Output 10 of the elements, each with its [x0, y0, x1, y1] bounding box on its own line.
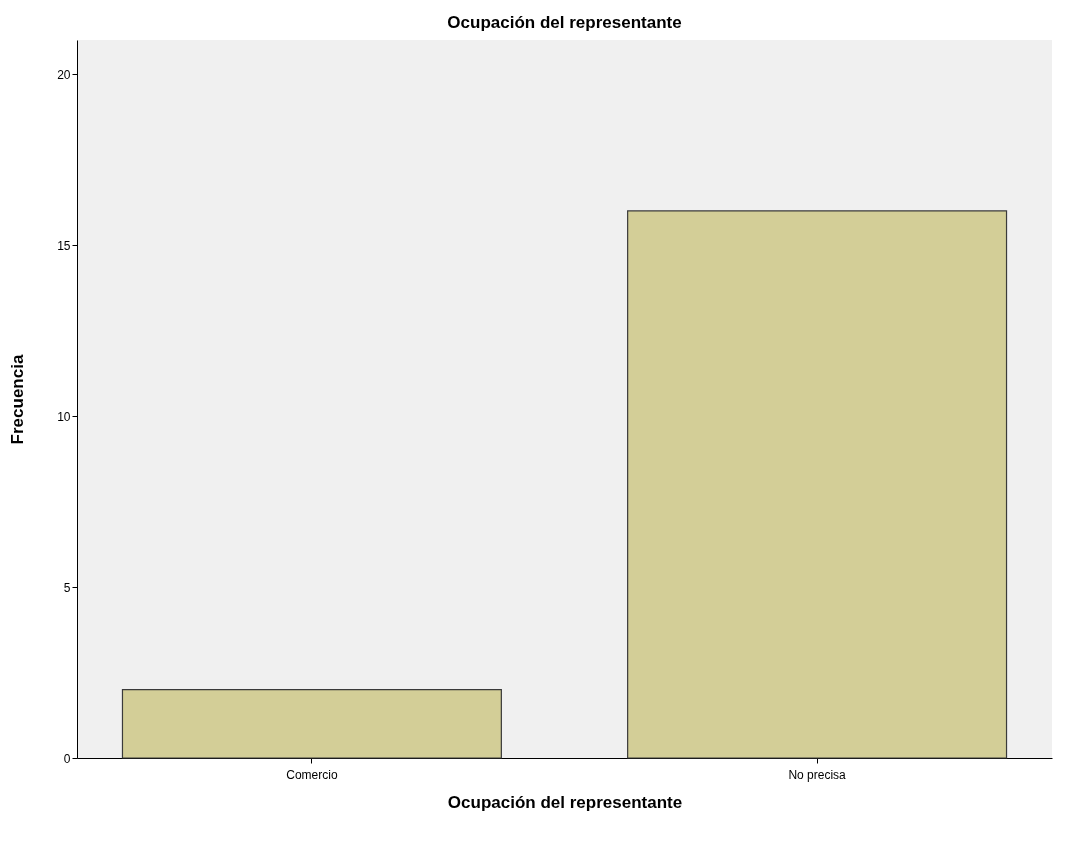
x-tick-label: No precisa [788, 767, 847, 782]
y-tick-label: 20 [57, 67, 71, 82]
y-tick-label: 0 [63, 751, 71, 766]
y-tick-label: 15 [57, 238, 71, 253]
x-axis-title: Ocupación del representante [447, 792, 683, 812]
y-tick-label: 10 [57, 409, 71, 424]
x-tick-label: Comercio [286, 767, 338, 782]
chart-title: Ocupación del representante [447, 13, 682, 32]
y-axis-title: Frecuencia [8, 354, 28, 445]
y-tick-label: 5 [63, 580, 71, 595]
